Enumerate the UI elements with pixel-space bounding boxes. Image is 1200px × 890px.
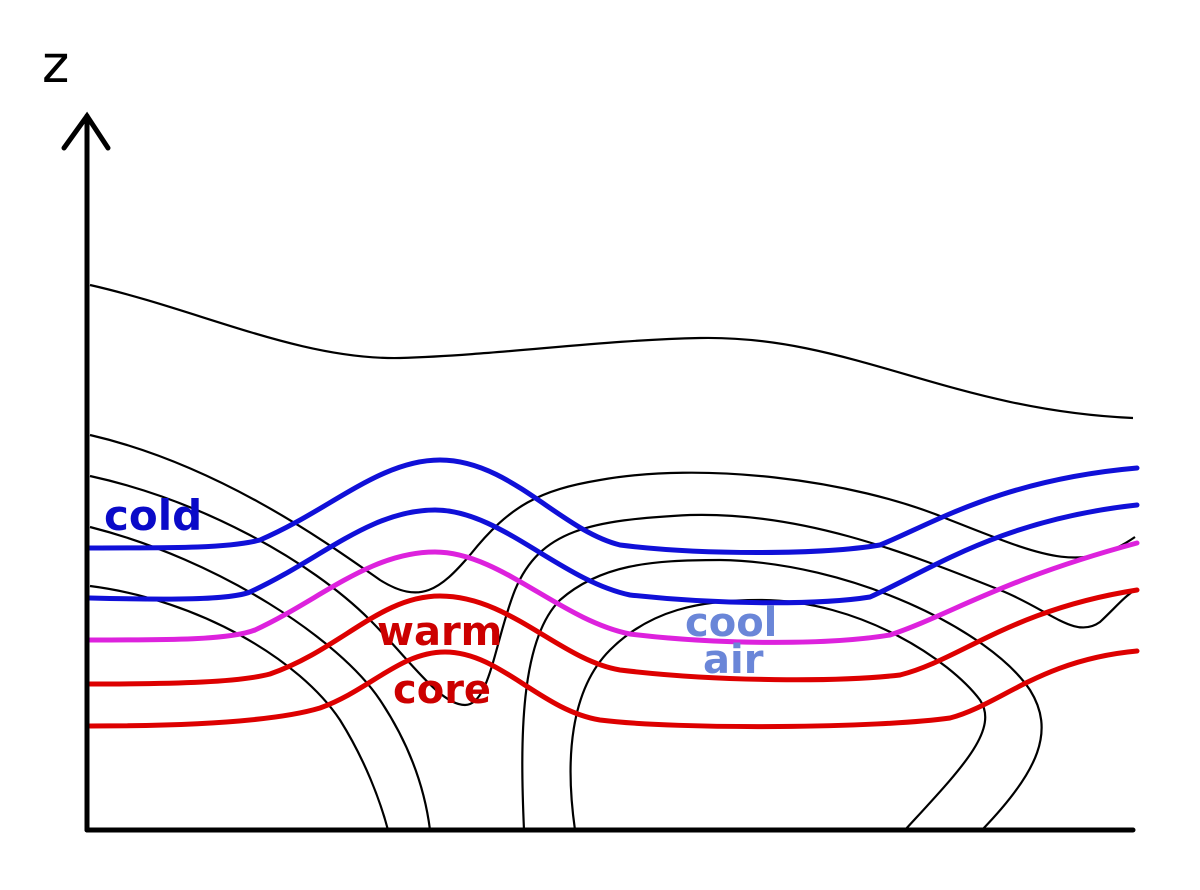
magenta-isentrope: [87, 540, 1140, 645]
red-isentrope-2: [87, 648, 1140, 730]
red-isentrope-1: [87, 587, 1140, 687]
z-axis-label: z: [42, 35, 69, 95]
cold-label: cold: [104, 491, 202, 540]
cool-label: cool: [685, 600, 777, 646]
contour-line-a: [89, 433, 1136, 594]
upper-contour-line: [89, 283, 1134, 420]
contour-line-c: [89, 525, 432, 831]
contour-line-d: [89, 584, 390, 831]
z-axis-arrowhead: [61, 111, 111, 151]
contour-arch-outer: [521, 558, 1043, 831]
air-label: air: [703, 637, 764, 683]
warm-label: warm: [377, 609, 502, 655]
core-label: core: [393, 667, 491, 713]
blue-isentrope-2: [87, 502, 1140, 606]
blue-isentrope-1: [87, 457, 1140, 555]
